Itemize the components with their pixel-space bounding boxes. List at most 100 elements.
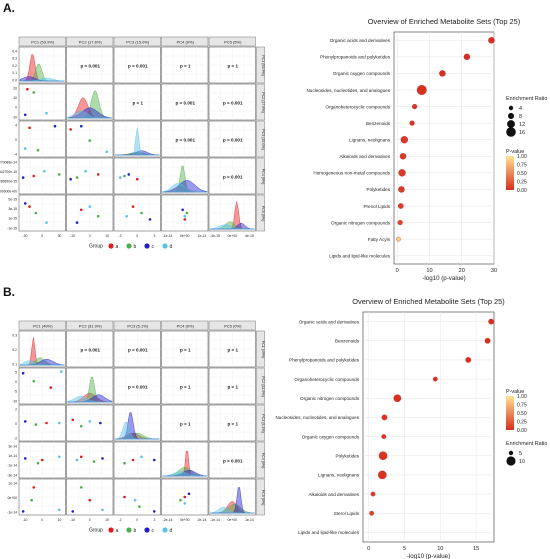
dotplot-xlabel: -log10 (p-value) bbox=[422, 275, 465, 282]
y-tick-label: 5e-15 bbox=[8, 197, 17, 201]
y-tick-label: -10 bbox=[12, 115, 17, 119]
scatter-point-group-b bbox=[138, 505, 141, 508]
dotplot-category-label: Alkaloids and derivatives bbox=[308, 492, 359, 497]
scatter-point-group-c bbox=[21, 176, 25, 179]
scatter-point-group-d bbox=[88, 420, 92, 423]
y-tick-label: -2 bbox=[14, 436, 17, 440]
density-curve-group-d bbox=[162, 471, 207, 477]
p-value-label: p = 1 bbox=[227, 348, 238, 353]
scatter-point-group-a bbox=[131, 205, 135, 208]
dotplot-frame bbox=[362, 311, 495, 543]
x-tick-label: -2e-14 bbox=[163, 518, 173, 522]
scatter-point-group-c bbox=[23, 457, 27, 460]
p-value-label: p = 0.001 bbox=[223, 101, 243, 106]
x-tick-label: 0 bbox=[41, 234, 43, 238]
matrix-row-label: PC1 (53.9%) bbox=[261, 55, 265, 76]
scatter-point-group-a bbox=[135, 177, 139, 181]
dotplot-category-label: Organic nitrogen compounds bbox=[300, 396, 360, 401]
scatter-point-group-a bbox=[32, 486, 36, 489]
group-legend-swatch-a bbox=[108, 243, 114, 249]
y-tick-label: 0e+00 bbox=[7, 496, 17, 500]
scatter-point-group-b bbox=[92, 460, 96, 463]
matrix-header-strip bbox=[66, 320, 114, 331]
scatter-point-group-a bbox=[79, 455, 83, 459]
y-tick-label: 0 bbox=[15, 138, 17, 142]
pvalue-legend-tick: 1.00 bbox=[517, 394, 527, 400]
scatter-point-group-c bbox=[21, 510, 25, 513]
group-legend-title: Group bbox=[89, 528, 103, 534]
group-legend-label: c bbox=[152, 528, 155, 534]
matrix-row-strip bbox=[256, 404, 265, 442]
x-tick-label: 0 bbox=[41, 518, 43, 522]
scatter-point-group-b bbox=[88, 139, 92, 142]
matrix-header-strip bbox=[18, 36, 66, 47]
panel-label-b: B. bbox=[3, 285, 15, 299]
size-legend-title: Enrichment Ratio bbox=[506, 96, 547, 102]
dotplot-point bbox=[465, 357, 472, 363]
density-curve-group-d bbox=[67, 110, 112, 119]
matrix-header-strip bbox=[161, 320, 209, 331]
p-value-label: p = 1 bbox=[132, 101, 143, 106]
dotplot-x-tick: 15 bbox=[473, 546, 479, 552]
dotplot-xlabel: -log10 (p-value) bbox=[407, 553, 450, 559]
p-value-label: p = 1 bbox=[180, 422, 191, 427]
group-legend-label: d bbox=[170, 244, 173, 250]
matrix-header: PC2 (17.6%) bbox=[79, 40, 103, 45]
scatter-point-group-a bbox=[183, 495, 187, 499]
dotplot-category-label: Alkaloids and derivatives bbox=[339, 154, 390, 159]
x-tick-label: 2e-14 bbox=[198, 518, 207, 522]
matrix-row-strip bbox=[256, 441, 265, 479]
dotplot-point bbox=[416, 85, 427, 95]
density-curve-group-d bbox=[209, 224, 255, 230]
density-curve-group-d bbox=[162, 183, 207, 193]
x-tick-label: 3 bbox=[154, 234, 156, 238]
group-legend-label: c bbox=[152, 244, 155, 250]
size-legend-label: 8 bbox=[519, 114, 522, 120]
group-legend-swatch-c bbox=[144, 243, 150, 249]
size-legend-dot bbox=[507, 120, 515, 128]
group-legend-label: b bbox=[134, 244, 137, 250]
dotplot-point bbox=[488, 318, 494, 325]
scatter-point-group-a bbox=[69, 128, 72, 131]
scatter-point-group-c bbox=[23, 420, 27, 423]
y-tick-label: 1e-14 bbox=[8, 454, 17, 458]
scatter-point-group-d bbox=[23, 147, 27, 150]
scatter-point-group-b bbox=[96, 214, 100, 218]
x-tick-label: -1e-14 bbox=[210, 518, 220, 522]
matrix-row-label: PC1 (49%) bbox=[261, 341, 265, 359]
size-legend-label: 10 bbox=[519, 459, 525, 465]
pvalue-colorbar bbox=[506, 156, 514, 190]
dotplot-category-label: Nucleosides, nucleotides, and analogues bbox=[275, 415, 359, 420]
matrix-row-strip bbox=[256, 83, 265, 121]
group-legend-swatch-b bbox=[126, 243, 132, 249]
y-tick-label: 3e-15 bbox=[8, 207, 17, 211]
matrix-row-strip bbox=[256, 46, 265, 84]
scatter-point-group-b bbox=[123, 461, 126, 465]
pvalue-legend-title: P-value bbox=[506, 389, 524, 395]
matrix-header: PC3 (5.1%) bbox=[127, 324, 148, 329]
group-legend-swatch-d bbox=[162, 527, 168, 533]
density-curve-group-d bbox=[20, 77, 65, 82]
y-tick-label: 20 bbox=[13, 86, 17, 90]
y-tick-label: 0.3 bbox=[12, 57, 17, 61]
scatter-point-group-d bbox=[105, 150, 109, 154]
scatter-point-group-a bbox=[49, 386, 53, 389]
dotplot-point bbox=[397, 220, 403, 226]
dotplot-frame bbox=[393, 31, 495, 265]
scatter-point-group-b bbox=[57, 173, 61, 176]
p-value-label: p = 0.001 bbox=[223, 459, 243, 464]
matrix-row-strip bbox=[256, 120, 265, 158]
scatter-point-group-a bbox=[123, 495, 126, 499]
matrix-row-strip bbox=[256, 367, 265, 405]
dotplot-category-label: Organic acids and derivatives bbox=[299, 319, 360, 324]
scatter-point-group-d bbox=[60, 370, 63, 373]
matrix-header-strip bbox=[208, 36, 256, 47]
x-tick-label: 30 bbox=[58, 234, 62, 238]
p-value-label: p = 0.001 bbox=[223, 138, 243, 143]
scatter-point-group-a bbox=[79, 208, 83, 212]
matrix-row-strip bbox=[256, 157, 265, 195]
x-tick-label: -4e-15 bbox=[210, 234, 220, 238]
y-tick-label: -1e-15 bbox=[7, 226, 17, 230]
scatter-point-group-d bbox=[45, 221, 48, 224]
x-tick-label: 0 bbox=[136, 518, 138, 522]
